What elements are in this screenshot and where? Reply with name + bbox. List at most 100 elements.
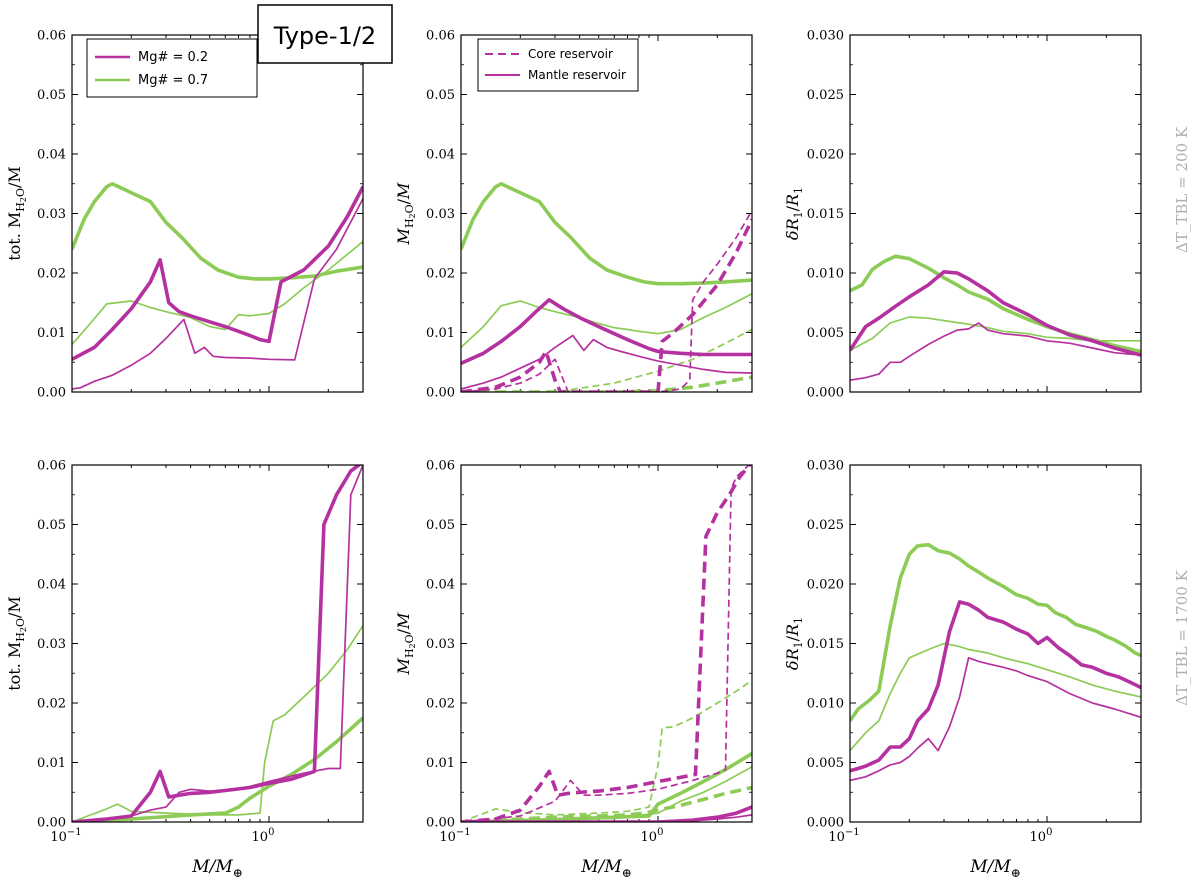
ytick-label: 0.015: [807, 207, 844, 222]
ytick-label: 0.05: [37, 518, 66, 533]
ytick-label: 0.020: [807, 578, 844, 593]
type-label-frame: [257, 4, 393, 64]
series-line-mg02-thick-solid: [461, 297, 752, 366]
row-labels: ΔT_TBL = 200 K ΔT_TBL = 1700 K: [1173, 126, 1191, 706]
series-line-mg07-thick-solid: [72, 716, 363, 822]
ytick-label: 0.06: [426, 29, 455, 44]
axes-frame: [460, 34, 753, 393]
series-line-mg07-thin-solid: [850, 642, 1141, 752]
y-axis-label: MH2O/M: [394, 612, 417, 676]
y-axis-label: δR1/R1: [783, 187, 805, 240]
ytick-label: 0.04: [426, 148, 455, 163]
ytick-label: 0.000: [807, 816, 844, 831]
y-axis-label: tot. MH2O/M: [5, 166, 28, 261]
ytick-label: 0.06: [426, 459, 455, 474]
series-line-mg02-thick-solid: [850, 269, 1141, 357]
ytick-label: 0.04: [426, 578, 455, 593]
series-line-mg02-thin-solid: [850, 322, 1141, 381]
ytick-label: 0.01: [426, 756, 455, 771]
ytick-label: 0.00: [426, 816, 455, 831]
ytick-label: 0.00: [37, 386, 66, 401]
ytick-label: 0.025: [807, 518, 844, 533]
ytick-label: 0.03: [426, 637, 455, 652]
series-line-mg07-thin-solid: [850, 316, 1141, 352]
x-axis-label: M/M⊕: [191, 857, 243, 880]
y-axis-label: tot. MH2O/M: [5, 596, 28, 691]
xtick-label: 10−1: [50, 827, 81, 845]
legend-reservoir: Core reservoir Mantle reservoir: [477, 38, 639, 92]
type-label: Type-1/2: [273, 22, 376, 50]
row-label-1: ΔT_TBL = 1700 K: [1173, 569, 1191, 705]
ytick-label: 0.05: [426, 88, 455, 103]
y-axis-label: δR1/R1: [783, 617, 805, 670]
series-line-mg02-thin-solid: [461, 814, 752, 822]
ytick-label: 0.015: [807, 637, 844, 652]
ytick-label: 0.03: [426, 207, 455, 222]
ytick-label: 0.01: [37, 756, 66, 771]
ytick-label: 0.025: [807, 88, 844, 103]
series-line-mg07-thick-solid: [461, 752, 752, 822]
series-line-mg02-thin-dashed: [461, 210, 752, 392]
panel-1-0: 0.00 0.01 0.02 0.03 0.04 0.05 0.06 10−1 100 tot. …: [5, 459, 364, 880]
xtick-label: 100: [641, 827, 664, 845]
ytick-label: 0.03: [37, 637, 66, 652]
row-label-0: ΔT_TBL = 200 K: [1173, 126, 1191, 253]
ytick-label: 0.000: [807, 386, 844, 401]
legend-reservoir-label-0: Core reservoir: [528, 47, 613, 61]
axes-frame: [460, 464, 753, 823]
xtick-label: 10−1: [439, 827, 470, 845]
ytick-label: 0.01: [426, 326, 455, 341]
ytick-label: 0.05: [426, 518, 455, 533]
series-line-mg02-thin-solid: [72, 465, 363, 822]
ytick-label: 0.05: [37, 88, 66, 103]
series-line-mg07-thick-solid: [850, 542, 1141, 722]
legend-mg-frame: [86, 38, 258, 98]
legend-mg-label-0: Mg# = 0.2: [138, 50, 208, 65]
ytick-label: 0.06: [37, 459, 66, 474]
ytick-label: 0.06: [37, 29, 66, 44]
ytick-label: 0.01: [37, 326, 66, 341]
series-line-mg02-thick-solid: [72, 185, 363, 361]
panel-1-1: 0.00 0.01 0.02 0.03 0.04 0.05 0.06 10−1 100 MH2O/…: [394, 459, 753, 880]
y-axis-label: MH2O/M: [394, 182, 417, 246]
ytick-label: 0.02: [37, 267, 66, 282]
legend-reservoir-frame: [477, 38, 639, 92]
ytick-label: 0.030: [807, 29, 844, 44]
series-line-mg02-thin-solid: [461, 334, 752, 390]
ytick-label: 0.04: [37, 148, 66, 163]
series-line-mg02-thin-solid: [72, 198, 363, 390]
panel-1-2: 0.000 0.005 0.010 0.015 0.020 0.025 0.030 10−1 1…: [783, 459, 1142, 880]
series-line-mg07-thick-solid: [850, 254, 1141, 354]
ytick-label: 0.030: [807, 459, 844, 474]
axes-frame: [71, 34, 364, 393]
series-line-mg02-thick-dashed: [461, 465, 752, 822]
xtick-label: 100: [252, 827, 275, 845]
type-label-box: Type-1/2: [257, 4, 393, 64]
ytick-label: 0.04: [37, 578, 66, 593]
x-axis-label: M/M⊕: [969, 857, 1021, 880]
ytick-label: 0.010: [807, 697, 844, 712]
series-line-mg02-thin-dashed: [461, 465, 751, 822]
series-line-mg07-thick-solid: [72, 182, 363, 281]
series-line-mg02-thick-dashed: [461, 218, 752, 392]
xtick-label: 10−1: [828, 827, 859, 845]
panel-0-1: 0.00 0.01 0.02 0.03 0.04 0.05 0.06 MH2O/M: [394, 29, 753, 401]
series-line-mg07-thin-solid: [72, 240, 363, 345]
ytick-label: 0.02: [37, 697, 66, 712]
ytick-label: 0.005: [807, 756, 844, 771]
ytick-label: 0.010: [807, 267, 844, 282]
panel-0-0: 0.00 0.01 0.02 0.03 0.04 0.05 0.06 tot. MH2O/M: [5, 29, 364, 401]
ytick-label: 0.02: [426, 267, 455, 282]
ytick-label: 0.03: [37, 207, 66, 222]
series-line-mg07-thick-solid: [461, 182, 752, 286]
series-line-mg02-thin-solid: [850, 656, 1141, 782]
legend-mg-label-1: Mg# = 0.7: [138, 73, 208, 88]
ytick-label: 0.00: [426, 386, 455, 401]
ytick-label: 0.020: [807, 148, 844, 163]
ytick-label: 0.005: [807, 326, 844, 341]
legend-reservoir-label-1: Mantle reservoir: [528, 68, 626, 82]
legend-mg: Mg# = 0.2 Mg# = 0.7: [86, 38, 258, 98]
ytick-label: 0.02: [426, 697, 455, 712]
